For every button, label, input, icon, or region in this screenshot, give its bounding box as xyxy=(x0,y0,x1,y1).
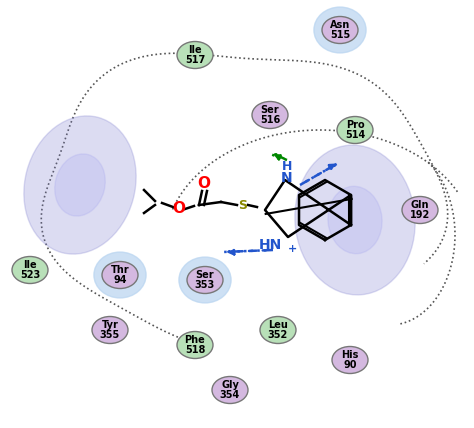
Ellipse shape xyxy=(179,257,231,303)
Ellipse shape xyxy=(24,116,136,254)
Text: S: S xyxy=(238,199,247,211)
Text: Leu
352: Leu 352 xyxy=(268,320,288,340)
Ellipse shape xyxy=(295,145,415,295)
Text: Ile
517: Ile 517 xyxy=(185,45,205,65)
Ellipse shape xyxy=(314,7,366,53)
Text: Pro
514: Pro 514 xyxy=(345,119,365,140)
Ellipse shape xyxy=(402,196,438,223)
Ellipse shape xyxy=(322,17,358,44)
Ellipse shape xyxy=(252,101,288,128)
Text: Asn
515: Asn 515 xyxy=(330,20,350,40)
Ellipse shape xyxy=(102,262,138,288)
Ellipse shape xyxy=(332,347,368,374)
Ellipse shape xyxy=(337,116,373,143)
Text: Tyr
355: Tyr 355 xyxy=(100,320,120,340)
Ellipse shape xyxy=(260,316,296,344)
Ellipse shape xyxy=(12,256,48,283)
Text: O: O xyxy=(198,175,210,190)
Text: H: H xyxy=(282,160,292,172)
Text: +: + xyxy=(288,244,298,254)
Text: Phe
518: Phe 518 xyxy=(185,335,205,355)
Text: Gly
354: Gly 354 xyxy=(220,380,240,401)
Text: O: O xyxy=(173,200,185,216)
Ellipse shape xyxy=(55,154,105,216)
Ellipse shape xyxy=(212,377,248,404)
Text: His
90: His 90 xyxy=(341,350,359,370)
Text: Ser
516: Ser 516 xyxy=(260,104,280,125)
Ellipse shape xyxy=(92,316,128,344)
Ellipse shape xyxy=(187,267,223,294)
Text: N: N xyxy=(281,171,293,185)
Ellipse shape xyxy=(328,186,382,254)
Ellipse shape xyxy=(177,42,213,68)
Ellipse shape xyxy=(94,252,146,298)
Ellipse shape xyxy=(177,332,213,359)
Text: Ile
523: Ile 523 xyxy=(20,260,40,280)
Text: Thr
94: Thr 94 xyxy=(111,265,129,285)
Text: Gln
192: Gln 192 xyxy=(410,199,430,220)
Text: Ser
353: Ser 353 xyxy=(195,270,215,291)
Text: HN: HN xyxy=(258,238,282,252)
